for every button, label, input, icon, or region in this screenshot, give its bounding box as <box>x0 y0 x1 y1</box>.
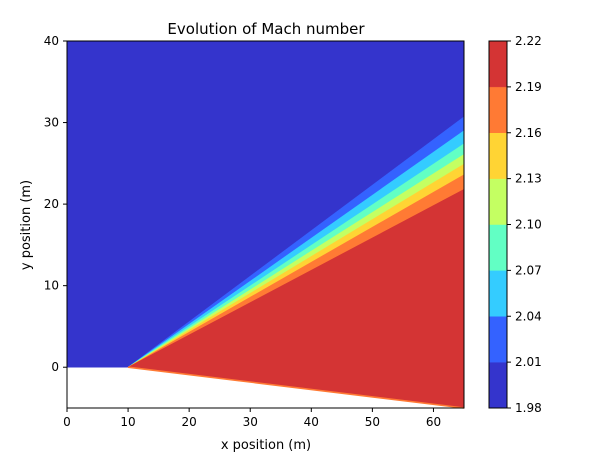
y-axis-label: y position (m) <box>19 180 34 270</box>
colorbar-segment-2.10-2.13 <box>488 178 508 225</box>
x-tick-label: 30 <box>243 415 258 429</box>
chart-title: Evolution of Mach number <box>167 20 365 38</box>
colorbar-tick-label: 2.07 <box>515 263 542 277</box>
x-tick-label: 40 <box>304 415 319 429</box>
colorbar-segment-2.04-2.07 <box>488 270 508 317</box>
colorbar-tick-label: 2.19 <box>515 80 542 94</box>
y-tick-label: 40 <box>44 34 59 48</box>
x-tick-label: 50 <box>365 415 380 429</box>
x-tick-label: 60 <box>426 415 441 429</box>
colorbar-tick-label: 1.98 <box>515 401 542 415</box>
colorbar-tick-label: 2.16 <box>515 126 542 140</box>
colorbar-segment-2.19-2.22 <box>488 40 508 88</box>
colorbar-segment-2.13-2.16 <box>488 132 508 179</box>
axes: 0 10 20 30 40 50 60 0 10 20 30 40 <box>44 34 465 429</box>
x-axis-label: x position (m) <box>221 438 311 453</box>
colorbar-segment-1.98-2.01 <box>488 361 508 409</box>
colorbar-tick-label: 2.01 <box>515 355 542 369</box>
colorbar-segment-2.01-2.04 <box>488 316 508 363</box>
y-tick-label: 10 <box>44 279 59 293</box>
colorbar-segment-2.07-2.10 <box>488 224 508 271</box>
colorbar-tick-label: 2.04 <box>515 309 542 323</box>
y-tick-label: 20 <box>44 197 59 211</box>
x-tick-label: 20 <box>182 415 197 429</box>
wedge-wall-edge <box>127 366 465 409</box>
plot-frame <box>66 40 465 409</box>
colorbar-tick-label: 2.22 <box>515 34 542 48</box>
colorbar-segment-2.16-2.19 <box>488 86 508 133</box>
colorbar-tick-label: 2.13 <box>515 172 542 186</box>
y-tick-label: 30 <box>44 116 59 130</box>
colorbar-tick-label: 2.10 <box>515 218 542 232</box>
x-tick-label: 0 <box>63 415 71 429</box>
colorbar: 1.98 2.01 2.04 2.07 2.10 2.13 2.16 2.19 2.22 <box>488 34 542 415</box>
plot-area <box>66 40 465 409</box>
x-tick-label: 10 <box>120 415 135 429</box>
y-tick-label: 0 <box>51 360 59 374</box>
